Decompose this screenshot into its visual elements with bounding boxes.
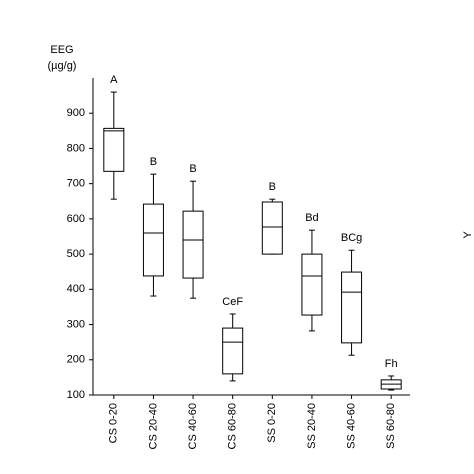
x-tick-label: CS 20-40 (147, 403, 159, 449)
y-tick-label: 300 (67, 318, 85, 330)
group-letter: Bd (305, 212, 318, 224)
x-tick-label: CS 0-20 (108, 403, 120, 443)
group-letter: B (189, 163, 196, 175)
box (261, 201, 283, 255)
y-axis-label: EEG (50, 44, 73, 56)
group-letter: CeF (222, 296, 243, 308)
y-axis-label: (µg/g) (48, 60, 77, 72)
box (103, 127, 125, 172)
y-tick-label: 600 (67, 213, 85, 225)
y-tick-label: 800 (67, 142, 85, 154)
box (182, 210, 204, 279)
x-tick-label: SS 60-80 (385, 403, 397, 449)
box (142, 203, 164, 277)
y-tick-label: 700 (67, 178, 85, 190)
x-tick-label: CS 40-60 (187, 403, 199, 449)
y-tick-label: 100 (67, 389, 85, 401)
group-letter: B (269, 181, 276, 193)
y-tick-label: 500 (67, 248, 85, 260)
group-letter: B (150, 156, 157, 168)
x-tick-label: SS 40-60 (345, 403, 357, 449)
box (341, 271, 363, 344)
box (301, 253, 323, 316)
x-tick-label: CS 60-80 (227, 403, 239, 449)
y-tick-label: 900 (67, 107, 85, 119)
group-letter: Fh (385, 358, 398, 370)
x-tick-label: SS 0-20 (266, 403, 278, 443)
y-tick-label: 400 (67, 283, 85, 295)
box (222, 327, 244, 375)
group-letter: A (110, 74, 118, 86)
y-tick-label: 200 (67, 354, 85, 366)
x-tick-label: SS 20-40 (306, 403, 318, 449)
group-letter: BCg (341, 232, 362, 244)
edge-text: Y (462, 231, 474, 239)
